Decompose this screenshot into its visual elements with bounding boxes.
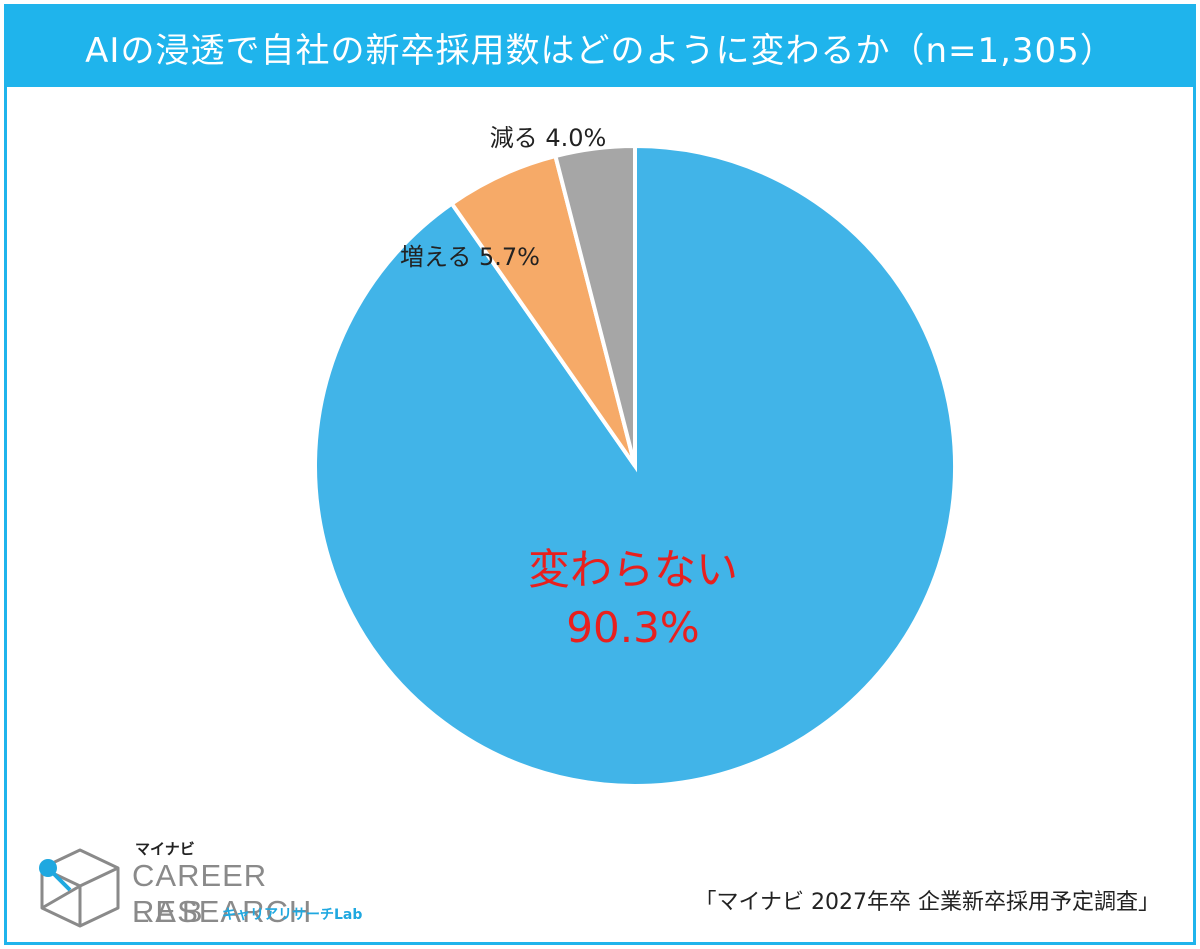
career-research-lab-logo: マイナビ CAREER RESEARCH LAB キャリアリサーチLab	[30, 838, 450, 929]
slice-label-unchanged: 変わらない	[528, 545, 738, 594]
chart-title: AIの浸透で自社の新卒採用数はどのように変わるか（n=1,305）	[7, 7, 1193, 87]
cube-logo-icon	[39, 848, 120, 928]
source-note: 「マイナビ 2027年卒 企業新卒採用予定調査」	[694, 890, 1160, 915]
slice-value-unchanged: 90.3%	[566, 603, 699, 652]
slice-label-decrease: 減る 4.0%	[490, 124, 607, 152]
slice-label-increase: 増える 5.7%	[400, 243, 540, 271]
pie-slice-2	[552, 143, 637, 467]
logo-kana-text: マイナビ	[135, 840, 195, 858]
logo-lab-text: LAB	[132, 894, 209, 929]
logo-main-text: CAREER RESEARCH	[132, 858, 313, 929]
logo-sub-text: キャリアリサーチLab	[222, 907, 363, 923]
